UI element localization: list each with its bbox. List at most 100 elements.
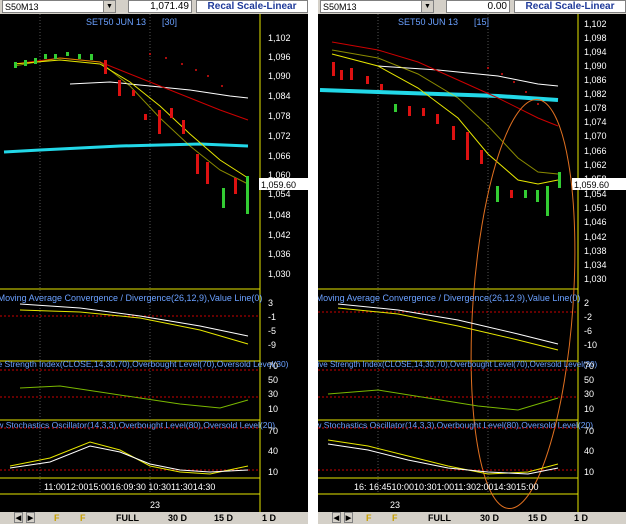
stoch-axis: 70 40 10 bbox=[584, 426, 594, 477]
axis-label: 50 bbox=[268, 375, 278, 385]
axis-label: 70 bbox=[268, 426, 278, 436]
range-15d-button[interactable]: 15 D bbox=[528, 513, 548, 523]
dropdown-arrow-icon[interactable]: ▼ bbox=[103, 0, 116, 13]
range-15d-button[interactable]: 15 D bbox=[214, 513, 234, 523]
axis-label: 1,086 bbox=[584, 75, 607, 85]
f-button-2[interactable]: F bbox=[392, 513, 398, 523]
range-30d-button[interactable]: 30 D bbox=[168, 513, 188, 523]
range-1d-button[interactable]: 1 D bbox=[262, 513, 277, 523]
axis-label: 1,042 bbox=[268, 230, 291, 240]
stoch-title: Slow Stochastics Oscillator(14,3,3),Over… bbox=[0, 420, 275, 430]
date-label: 23 bbox=[390, 500, 400, 510]
price-chart[interactable]: SET50 JUN 13 [15] 1,102 1,098 1,094 1,09… bbox=[318, 14, 626, 512]
axis-label: 1,030 bbox=[584, 274, 607, 284]
axis-label: -2 bbox=[584, 312, 592, 322]
scroll-right-icon[interactable]: ▶ bbox=[344, 512, 353, 523]
scroll-left-icon[interactable]: ◀ bbox=[332, 512, 341, 523]
axis-label: 1,090 bbox=[584, 61, 607, 71]
axis-label: 50 bbox=[584, 375, 594, 385]
axis-label: 40 bbox=[584, 446, 594, 456]
symbol-select[interactable]: S50M13 bbox=[320, 0, 430, 13]
white-ma-line bbox=[377, 65, 559, 87]
axis-label: 1,046 bbox=[584, 217, 607, 227]
chart-panel-right[interactable]: S50M13 ▼ 0.00 Recal Scale-Linear SET50 J… bbox=[318, 0, 626, 524]
last-price-badge bbox=[572, 178, 626, 190]
chart-panel-left[interactable]: S50M13 ▼ 1,071.49 Recal Scale-Linear SET… bbox=[0, 0, 308, 524]
range-1d-button[interactable]: 1 D bbox=[574, 513, 589, 523]
axis-label: 1,034 bbox=[584, 260, 607, 270]
recal-scale-button[interactable]: Recal Scale-Linear bbox=[514, 0, 626, 13]
stoch-d-line bbox=[327, 443, 559, 475]
axis-label: 1,066 bbox=[268, 151, 291, 161]
stoch-k-line bbox=[9, 441, 249, 475]
f-button-2[interactable]: F bbox=[80, 513, 86, 523]
candlesticks bbox=[332, 62, 561, 216]
rsi-line bbox=[19, 385, 249, 409]
axis-label: 1,082 bbox=[584, 89, 607, 99]
axis-label: -5 bbox=[268, 326, 276, 336]
axis-label: 1,102 bbox=[584, 19, 607, 29]
axis-label: -1 bbox=[268, 312, 276, 322]
macd-axis: 2 -2 -6 -10 bbox=[584, 298, 597, 350]
candlesticks bbox=[14, 52, 249, 214]
rsi-title: Relative Strength Index(CLOSE,14,30,70),… bbox=[0, 359, 289, 369]
white-ma-line bbox=[69, 81, 249, 99]
dropdown-arrow-icon[interactable]: ▼ bbox=[421, 0, 434, 13]
toolbar: S50M13 ▼ 1,071.49 Recal Scale-Linear bbox=[0, 0, 308, 14]
axis-label: 1,078 bbox=[584, 103, 607, 113]
axis-label: 1,084 bbox=[268, 91, 291, 101]
signal-line bbox=[337, 307, 559, 351]
axis-label: 40 bbox=[268, 446, 278, 456]
axis-label: 1,038 bbox=[584, 246, 607, 256]
red-ma-line bbox=[13, 57, 249, 121]
axis-label: 1,054 bbox=[584, 189, 607, 199]
axis-label: 1,050 bbox=[584, 203, 607, 213]
price-axis: 1,102 1,096 1,090 1,084 1,078 1,072 1,06… bbox=[268, 33, 291, 279]
highlight-ellipse bbox=[470, 98, 576, 510]
axis-label: 10 bbox=[268, 467, 278, 477]
scroll-left-icon[interactable]: ◀ bbox=[14, 512, 23, 523]
axis-label: 1,060 bbox=[268, 170, 291, 180]
yellow-ma-line bbox=[13, 59, 249, 179]
macd-line bbox=[337, 303, 559, 345]
stoch-d-line bbox=[9, 445, 249, 473]
axis-label: 10 bbox=[268, 404, 278, 414]
cyan-ma-line bbox=[319, 88, 559, 102]
date-label: 23 bbox=[150, 500, 160, 510]
axis-label: 1,048 bbox=[268, 210, 291, 220]
recal-scale-button[interactable]: Recal Scale-Linear bbox=[196, 0, 308, 13]
axis-label: 10 bbox=[584, 404, 594, 414]
full-button[interactable]: FULL bbox=[428, 513, 451, 523]
stoch-axis: 70 40 10 bbox=[268, 426, 278, 477]
sar-dots bbox=[487, 67, 539, 105]
scroll-right-icon[interactable]: ▶ bbox=[26, 512, 35, 523]
range-30d-button[interactable]: 30 D bbox=[480, 513, 500, 523]
sar-dots bbox=[149, 53, 223, 87]
time-axis-labels: 11:0012:0015:0016:09:30 10:3011:3014:30 bbox=[44, 482, 215, 492]
time-axis-labels: 16: 16:4510:0010:301:0011:302:0014:3015:… bbox=[354, 482, 539, 492]
macd-title: Moving Average Convergence / Divergence(… bbox=[318, 293, 580, 303]
axis-label: 1,074 bbox=[584, 117, 607, 127]
axis-label: 1,098 bbox=[584, 33, 607, 43]
price-field: 1,071.49 bbox=[128, 0, 192, 13]
price-axis: 1,102 1,098 1,094 1,090 1,086 1,082 1,07… bbox=[584, 19, 607, 284]
price-chart[interactable]: SET50 JUN 13 [30] 1,102 1,096 1,090 1,08… bbox=[0, 14, 308, 512]
stoch-k-line bbox=[327, 439, 559, 475]
toolbar: S50M13 ▼ 0.00 Recal Scale-Linear bbox=[318, 0, 626, 14]
axis-label: 30 bbox=[584, 389, 594, 399]
signal-line bbox=[19, 309, 249, 345]
axis-label: 1,102 bbox=[268, 33, 291, 43]
interval-label: [30] bbox=[162, 17, 177, 27]
full-button[interactable]: FULL bbox=[116, 513, 139, 523]
chart-title: SET50 JUN 13 bbox=[398, 17, 458, 27]
axis-label: 70 bbox=[584, 361, 594, 371]
f-button-1[interactable]: F bbox=[54, 513, 60, 523]
symbol-select[interactable]: S50M13 bbox=[2, 0, 112, 13]
rsi-axis: 70 50 30 10 bbox=[584, 361, 594, 414]
axis-label: 1,094 bbox=[584, 47, 607, 57]
axis-label: 1,070 bbox=[584, 131, 607, 141]
price-field: 0.00 bbox=[446, 0, 510, 13]
f-button-1[interactable]: F bbox=[366, 513, 372, 523]
macd-title: Moving Average Convergence / Divergence(… bbox=[0, 293, 262, 303]
chart-title: SET50 JUN 13 bbox=[86, 17, 146, 27]
